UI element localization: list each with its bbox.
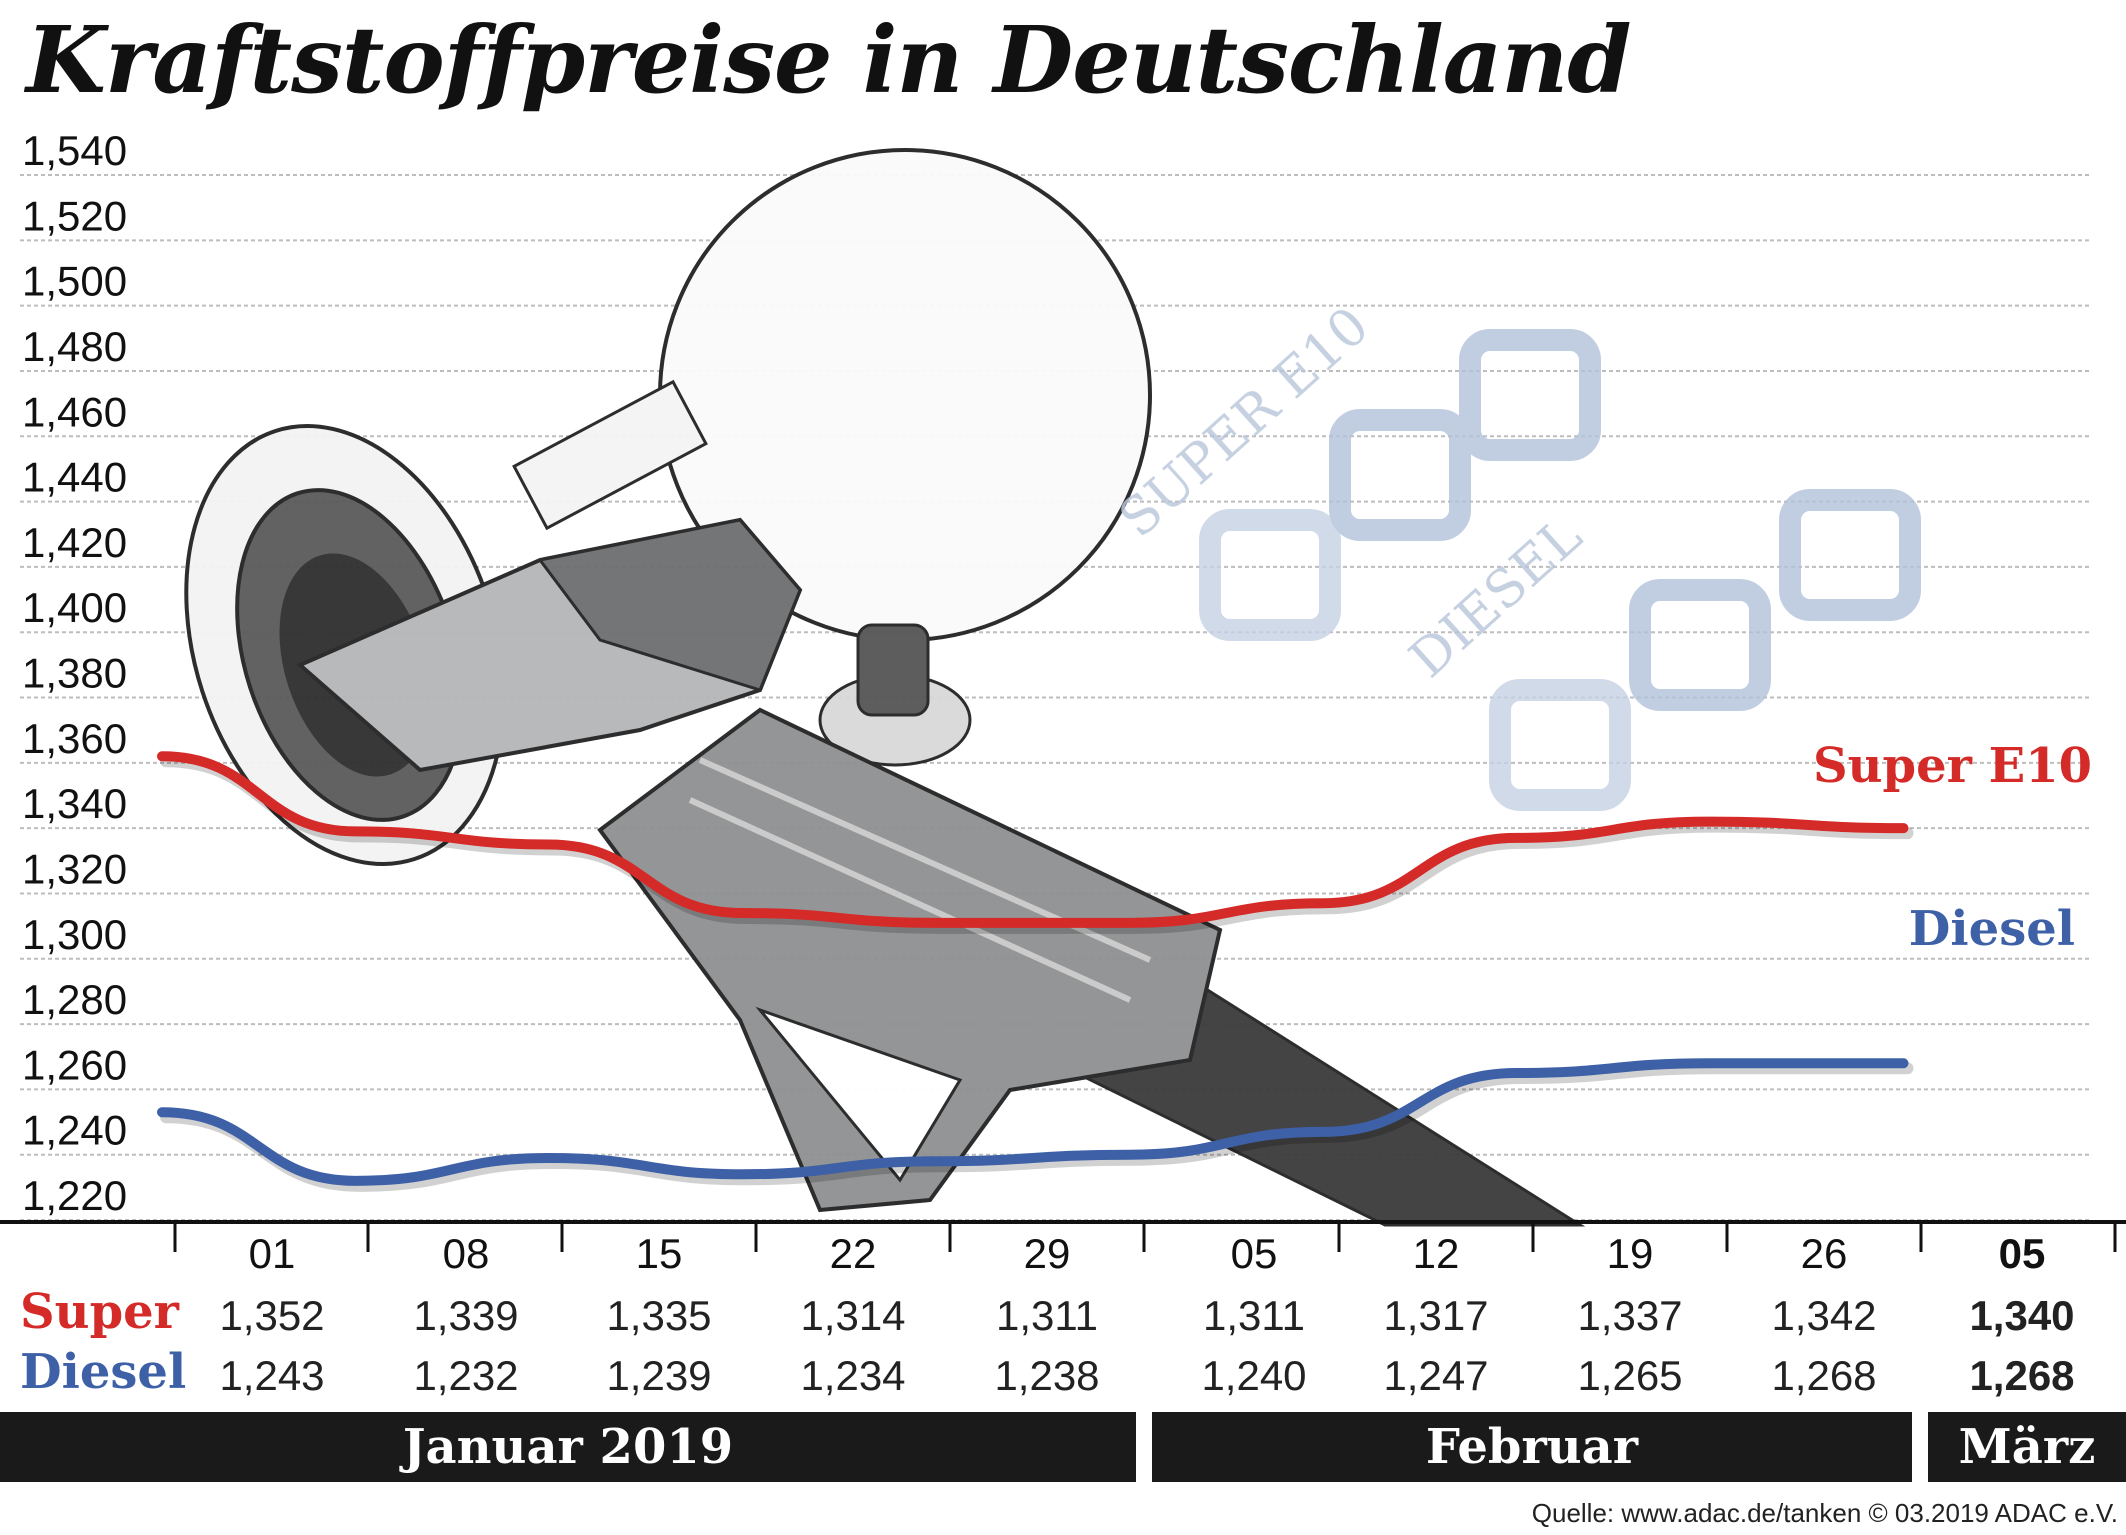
y-tick-label: 1,540: [22, 127, 127, 174]
data-point: [1709, 1062, 1711, 1064]
y-tick-label: 1,520: [22, 192, 127, 239]
month-bar-januar: Januar 2019: [0, 1412, 1136, 1482]
data-label: 1,243: [219, 1352, 324, 1399]
data-point: [1322, 902, 1324, 904]
data-point: [1516, 837, 1518, 839]
fuel-nozzle-illustration: SUPER E10 DIESEL: [184, 148, 1921, 1227]
data-point: [548, 1157, 550, 1159]
x-tick-label: 22: [830, 1230, 877, 1277]
data-point: [742, 1173, 744, 1175]
x-tick-label: 19: [1607, 1230, 1654, 1277]
cap-latch-icon: [512, 379, 708, 531]
data-label: 1,352: [219, 1292, 324, 1339]
x-tick-label: 29: [1024, 1230, 1071, 1277]
y-tick-label: 1,240: [22, 1107, 127, 1154]
source-note: Quelle: www.adac.de/tanken © 03.2019 ADA…: [1531, 1498, 2118, 1528]
data-label: 1,337: [1577, 1292, 1682, 1339]
y-tick-label: 1,260: [22, 1041, 127, 1088]
data-label: 1,240: [1201, 1352, 1306, 1399]
data-label: 1,314: [800, 1292, 905, 1339]
data-point: [1709, 821, 1711, 823]
y-tick-label: 1,420: [22, 519, 127, 566]
data-label: 1,232: [413, 1352, 518, 1399]
data-point: [742, 912, 744, 914]
data-label: 1,247: [1383, 1352, 1488, 1399]
data-point: [161, 1111, 163, 1113]
data-label: 1,268: [1969, 1352, 2074, 1399]
data-label: 1,340: [1969, 1292, 2074, 1339]
data-label: 1,311: [1203, 1292, 1305, 1339]
data-label: 1,265: [1577, 1352, 1682, 1399]
data-point: [1516, 1072, 1518, 1074]
data-label: 1,335: [606, 1292, 711, 1339]
x-tick-label: 01: [249, 1230, 296, 1277]
y-tick-label: 1,220: [22, 1172, 127, 1219]
x-tick-label: 05: [1231, 1230, 1278, 1277]
data-point: [1129, 1154, 1131, 1156]
month-bar-februar: Februar: [1152, 1412, 1912, 1482]
data-point: [1903, 827, 1905, 829]
data-point: [935, 1160, 937, 1162]
row-label-diesel: Diesel: [20, 1344, 186, 1400]
x-tick-label: 08: [443, 1230, 490, 1277]
data-table: 01 08 15 22 29 05 12 19 26 05 Super 1,352 1,339 1,335…: [20, 1230, 2075, 1400]
data-point: [1903, 1062, 1905, 1064]
data-label: 1,317: [1383, 1292, 1488, 1339]
x-axis: [0, 1220, 2126, 1252]
x-tick-label: 15: [636, 1230, 683, 1277]
diesel-label: Diesel: [1909, 901, 2075, 957]
y-tick-label: 1,440: [22, 454, 127, 501]
y-tick-label: 1,340: [22, 780, 127, 827]
data-point: [355, 830, 357, 832]
data-label: 1,311: [996, 1292, 1098, 1339]
digital-display-icon: SUPER E10 DIESEL: [1109, 296, 1921, 811]
data-point: [548, 843, 550, 845]
super-e10-line: [157, 751, 1909, 928]
series-shadow: [160, 1062, 1914, 1192]
valve-icon: [818, 623, 972, 767]
data-label: 1,342: [1771, 1292, 1876, 1339]
x-tick-label: 26: [1801, 1230, 1848, 1277]
chart-title: Kraftstoffpreise in Deutschland: [26, 6, 1632, 114]
series-labels: Super E10 Diesel: [1813, 738, 2092, 957]
y-tick-label: 1,300: [22, 911, 127, 958]
y-axis: 1,540 1,520 1,500 1,480 1,460 1,440 1,420 1,400…: [22, 127, 127, 1219]
x-tick-label: 12: [1413, 1230, 1460, 1277]
data-label: 1,268: [1771, 1352, 1876, 1399]
data-point: [1129, 922, 1131, 924]
data-label: 1,239: [606, 1352, 711, 1399]
data-label: 1,339: [413, 1292, 518, 1339]
data-point: [935, 922, 937, 924]
data-label: 1,234: [800, 1352, 905, 1399]
x-tick-label: 05: [1999, 1230, 2046, 1277]
y-tick-label: 1,500: [22, 258, 127, 305]
nozzle-body-icon: [597, 707, 1223, 1213]
data-label: 1,238: [994, 1352, 1099, 1399]
month-bar-maerz: März: [1928, 1412, 2126, 1482]
data-point: [355, 1180, 357, 1182]
y-tick-label: 1,280: [22, 976, 127, 1023]
y-tick-label: 1,400: [22, 584, 127, 631]
diesel-line: [157, 1058, 1909, 1186]
row-label-super: Super: [20, 1284, 180, 1340]
y-tick-label: 1,380: [22, 650, 127, 697]
y-tick-label: 1,480: [22, 323, 127, 370]
super-e10-label: Super E10: [1813, 738, 2092, 794]
y-tick-label: 1,320: [22, 845, 127, 892]
data-point: [161, 755, 163, 757]
series-lines: [157, 751, 1914, 1192]
y-tick-label: 1,460: [22, 388, 127, 435]
y-tick-label: 1,360: [22, 715, 127, 762]
data-point: [1322, 1131, 1324, 1133]
